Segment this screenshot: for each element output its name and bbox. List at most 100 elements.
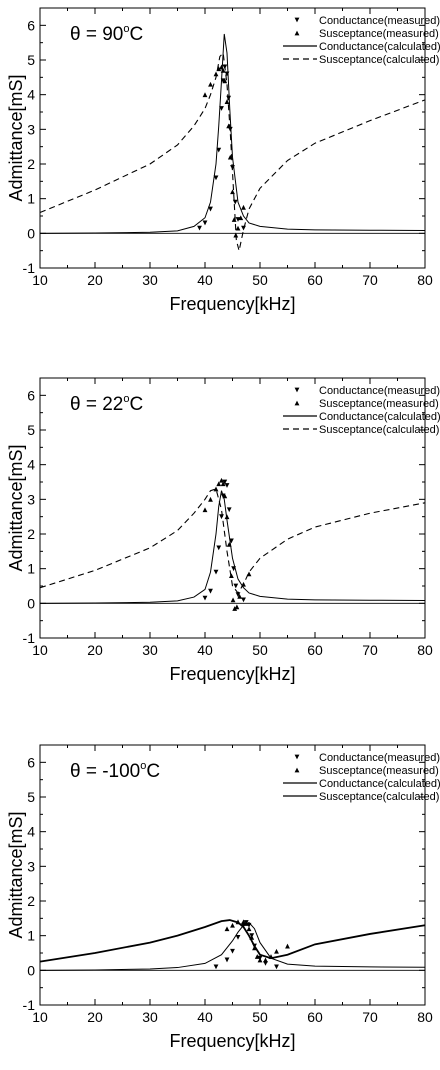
y-tick-label: 0 [27, 225, 35, 241]
y-tick-label: 3 [27, 491, 35, 507]
series-4 [39, 51, 426, 251]
legend-entry: Conductance(calculated) [319, 41, 440, 53]
series-2 [202, 64, 246, 238]
data-point [202, 507, 208, 513]
y-tick-label: 4 [27, 457, 35, 473]
y-tick-label: 2 [27, 526, 35, 542]
chart-title: θ = 90oC [70, 23, 143, 45]
y-axis-label: Admittance[mS] [6, 811, 26, 938]
x-tick-label: 80 [417, 272, 433, 288]
data-point [220, 481, 226, 487]
legend-entry: Conductance(calculated) [319, 411, 440, 423]
data-point [202, 595, 208, 601]
x-tick-label: 70 [362, 642, 378, 658]
data-point [208, 206, 213, 212]
data-point [226, 507, 232, 513]
y-tick-label: 6 [27, 17, 35, 33]
data-point [208, 81, 213, 87]
x-tick-label: 80 [417, 642, 433, 658]
x-tick-label: 40 [197, 1009, 213, 1025]
x-tick-label: 10 [32, 1009, 48, 1025]
data-point [235, 935, 241, 940]
data-point [224, 71, 230, 77]
legend-entry: Conductance(calculated) [319, 778, 440, 790]
legend-entry: Susceptance(measured) [319, 28, 439, 40]
chart-panel-2: 10 20 30 40 50 60 70 80 -1 0 1 2 3 4 5 6 Frequency[kHz] A… [6, 377, 440, 684]
data-point [285, 943, 290, 949]
data-point [224, 99, 230, 104]
legend-marker [294, 387, 300, 393]
x-axis-label: Frequency[kHz] [169, 1031, 295, 1051]
series-2 [224, 919, 290, 963]
data-point [208, 588, 213, 594]
x-axis-label: Frequency[kHz] [169, 294, 295, 314]
series-3 [39, 33, 426, 234]
y-tick-label: 4 [27, 87, 35, 103]
legend-entry: Susceptance(measured) [319, 398, 439, 410]
data-point [213, 175, 219, 181]
data-point [241, 597, 246, 603]
data-point [233, 583, 239, 589]
chart-title: θ = -100oC [70, 760, 160, 782]
data-point [241, 225, 246, 231]
y-tick-label: 2 [27, 156, 35, 172]
series-line [39, 33, 426, 234]
y-tick-label: 5 [27, 52, 35, 68]
data-point [230, 189, 235, 195]
y-axis-label: Admittance[mS] [6, 444, 26, 571]
legend-entry: Susceptance(calculated) [319, 791, 439, 803]
legend-marker [294, 30, 300, 36]
data-point [274, 948, 279, 954]
data-point [235, 217, 241, 222]
x-tick-label: 20 [87, 272, 103, 288]
data-point [254, 954, 260, 959]
data-point [230, 597, 236, 603]
x-tick-label: 30 [142, 1009, 158, 1025]
data-point [232, 606, 238, 611]
data-point [197, 225, 202, 231]
data-point [224, 957, 230, 963]
data-point [208, 496, 213, 502]
data-point [230, 922, 235, 928]
data-point [216, 481, 222, 487]
legend-marker [294, 754, 300, 760]
data-point [224, 926, 230, 932]
data-point [213, 486, 219, 492]
y-tick-label: 6 [27, 754, 35, 770]
data-point [246, 926, 252, 932]
legend-marker [294, 400, 300, 406]
data-point [219, 477, 224, 483]
y-tick-label: -1 [23, 260, 36, 276]
x-tick-label: 50 [252, 642, 268, 658]
x-tick-label: 50 [252, 272, 268, 288]
data-point [213, 569, 219, 575]
x-tick-label: 10 [32, 272, 48, 288]
data-point [213, 71, 219, 77]
legend-marker [294, 767, 300, 773]
x-tick-label: 80 [417, 1009, 433, 1025]
x-tick-label: 40 [197, 272, 213, 288]
x-tick-label: 30 [142, 272, 158, 288]
data-point [241, 919, 246, 925]
data-point [257, 957, 263, 963]
data-point [235, 592, 241, 598]
series-line [39, 921, 426, 971]
data-point [235, 225, 241, 231]
data-point [231, 217, 237, 222]
legend-entry: Conductance(measured) [319, 752, 440, 764]
y-tick-label: -1 [23, 997, 36, 1013]
series-1 [202, 479, 246, 603]
legend: Conductance(measured)Susceptance(measure… [283, 15, 440, 66]
x-tick-label: 70 [362, 1009, 378, 1025]
y-tick-label: 0 [27, 962, 35, 978]
data-point [230, 948, 235, 954]
y-tick-label: -1 [23, 630, 36, 646]
legend-entry: Conductance(measured) [319, 15, 440, 27]
y-tick-label: 4 [27, 824, 35, 840]
data-point [216, 545, 222, 551]
y-tick-label: 6 [27, 387, 35, 403]
series-4 [39, 488, 426, 594]
data-point [222, 78, 228, 84]
series-1 [213, 920, 279, 970]
